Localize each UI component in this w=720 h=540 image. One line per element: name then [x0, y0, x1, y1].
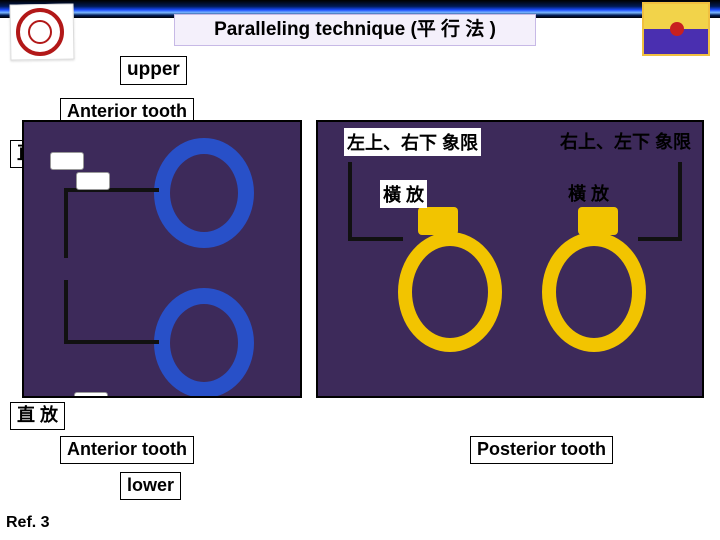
bite-tab: [76, 172, 110, 190]
arm-vertical: [678, 162, 682, 237]
label-horizontal-right: 橫 放: [568, 180, 609, 206]
label-anterior-bottom: Anterior tooth: [60, 436, 194, 464]
label-posterior: Posterior tooth: [470, 436, 613, 464]
yellow-holder-right: [528, 152, 698, 352]
ring-icon: [542, 232, 646, 352]
arm-horizontal: [638, 237, 682, 241]
ring-icon: [398, 232, 502, 352]
label-lower: lower: [120, 472, 181, 500]
blue-holder-lower: [64, 270, 264, 398]
arm-vertical: [64, 280, 68, 344]
label-quadrant-right: 右上、左下 象限: [560, 128, 691, 154]
bite-block: [578, 207, 618, 235]
slide: Paralleling technique (平 行 法 ) upper Ant…: [0, 0, 720, 540]
photo-posterior-holders: [316, 120, 704, 398]
arm-horizontal: [64, 340, 159, 344]
ring-icon: [154, 138, 254, 248]
university-seal-logo: [10, 4, 74, 60]
reference-text: Ref. 3: [6, 514, 50, 532]
bite-tab: [74, 392, 108, 398]
label-vertical-lower: 直 放: [10, 402, 65, 430]
slide-title: Paralleling technique (平 行 法 ): [174, 14, 536, 46]
label-horizontal-left: 橫 放: [380, 180, 427, 208]
label-upper: upper: [120, 56, 187, 85]
photo-anterior-holders: [22, 120, 302, 398]
arm-vertical: [64, 188, 68, 258]
arm-horizontal: [348, 237, 403, 241]
bite-block: [418, 207, 458, 235]
yellow-holder-left: [348, 152, 508, 352]
flag-logo: [642, 2, 710, 56]
bite-tab: [50, 152, 84, 170]
arm-vertical: [348, 162, 352, 237]
seal-icon: [16, 8, 64, 56]
ring-icon: [154, 288, 254, 398]
blue-holder-upper: [64, 138, 264, 268]
label-quadrant-left: 左上、右下 象限: [344, 128, 481, 156]
